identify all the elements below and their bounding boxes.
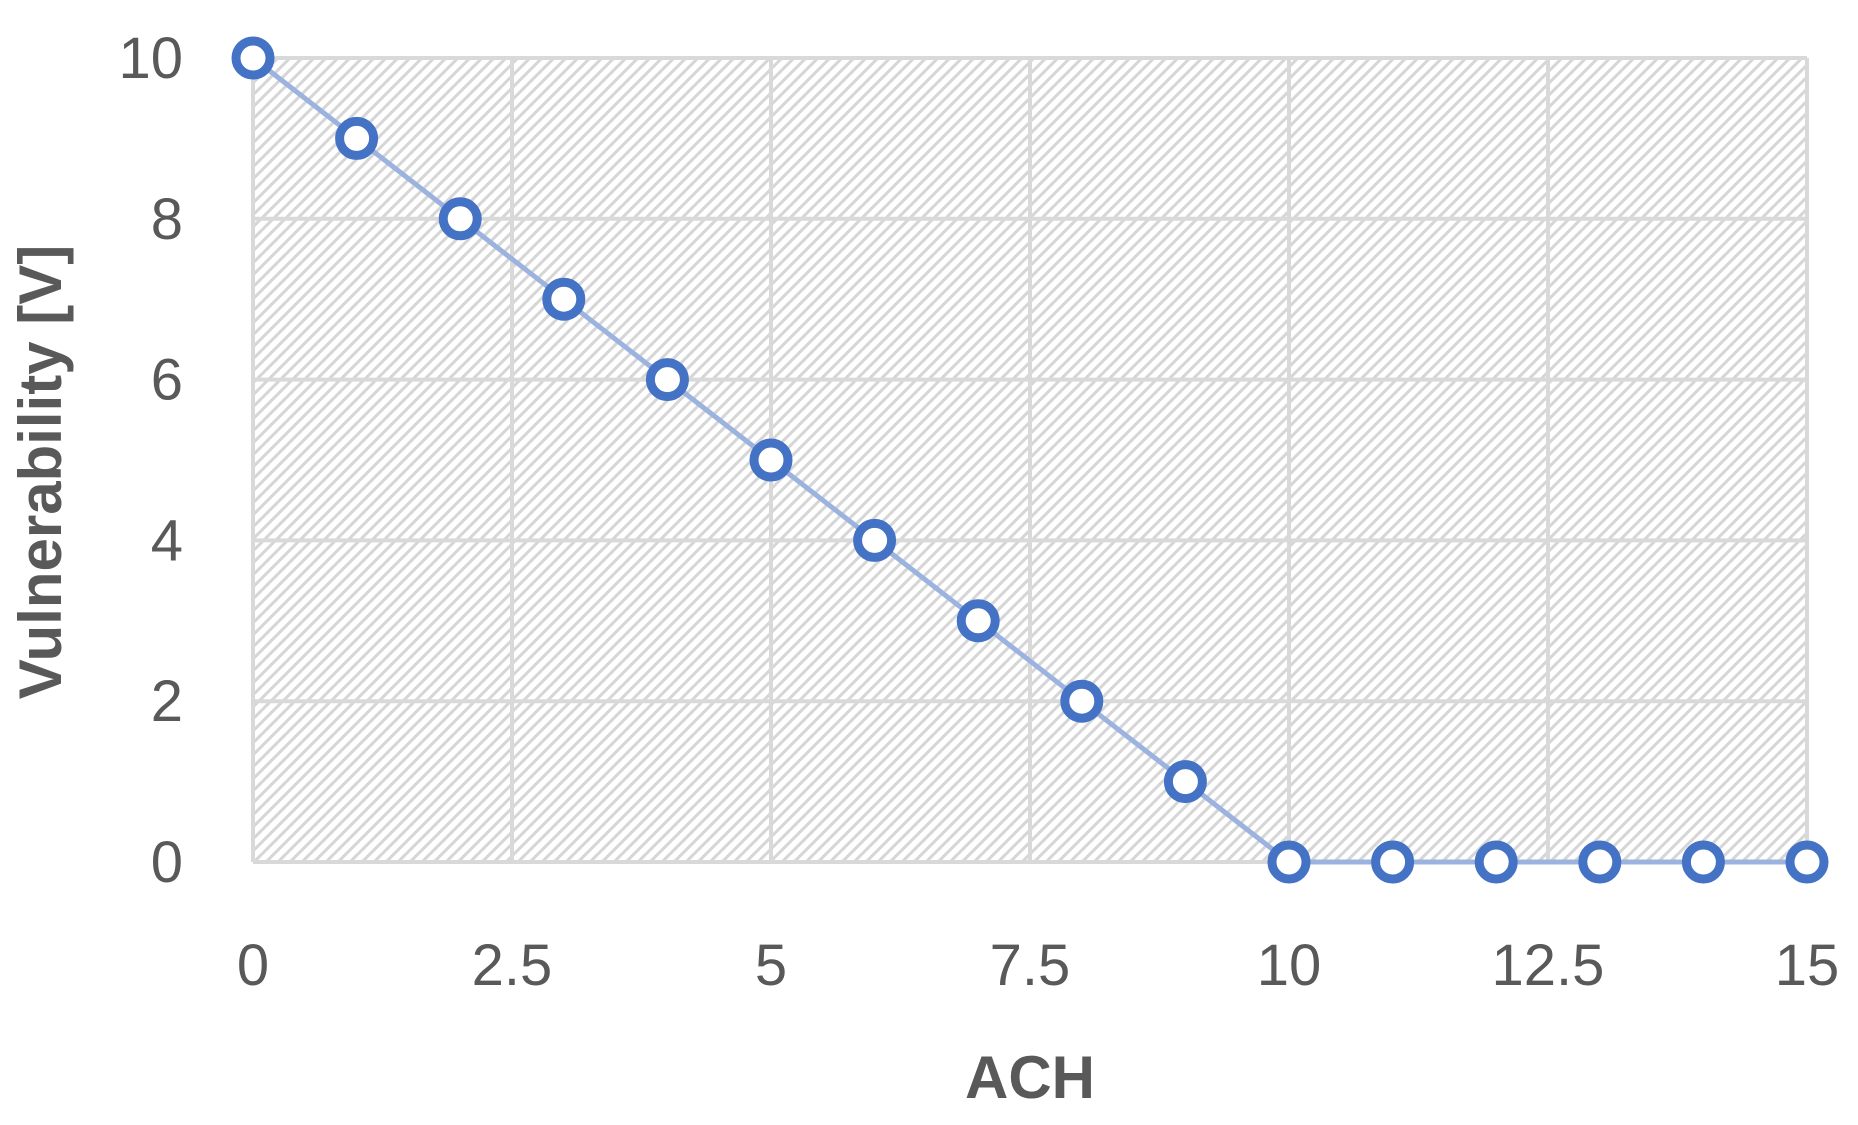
- x-axis-title: ACH: [965, 1044, 1095, 1111]
- data-point: [1267, 840, 1311, 884]
- y-tick-label: 4: [151, 508, 183, 573]
- data-point: [1578, 840, 1622, 884]
- y-tick-label: 8: [151, 187, 183, 252]
- data-point: [1785, 840, 1829, 884]
- y-tick-label: 2: [151, 669, 183, 734]
- data-point: [1060, 679, 1104, 723]
- series-line: [251, 56, 1807, 865]
- data-point: [438, 197, 482, 241]
- data-point: [231, 36, 275, 80]
- y-tick-label: 6: [151, 348, 183, 413]
- data-point: [542, 277, 586, 321]
- series-layer: [231, 36, 1829, 884]
- y-tick-label: 0: [151, 830, 183, 895]
- data-point: [1163, 760, 1207, 804]
- data-point: [335, 116, 379, 160]
- x-tick-label: 10: [1257, 933, 1322, 998]
- x-tick-label: 7.5: [990, 933, 1071, 998]
- data-point: [749, 438, 793, 482]
- x-tick-label: 12.5: [1492, 933, 1605, 998]
- x-tick-label: 2.5: [472, 933, 553, 998]
- x-tick-label: 5: [755, 933, 787, 998]
- x-tick-label: 15: [1775, 933, 1840, 998]
- y-tick-label: 10: [118, 26, 183, 91]
- data-point: [645, 358, 689, 402]
- data-point: [1474, 840, 1518, 884]
- data-point: [853, 518, 897, 562]
- data-point: [1681, 840, 1725, 884]
- tick-labels: 0 2 4 6 8 10 0 2.5 5 7.5 10 12.5 15: [118, 26, 1839, 998]
- gridlines: [251, 56, 1809, 864]
- y-axis-title: Vulnerability [V]: [7, 245, 74, 700]
- x-tick-label: 0: [237, 933, 269, 998]
- data-point: [956, 599, 1000, 643]
- data-point: [1371, 840, 1415, 884]
